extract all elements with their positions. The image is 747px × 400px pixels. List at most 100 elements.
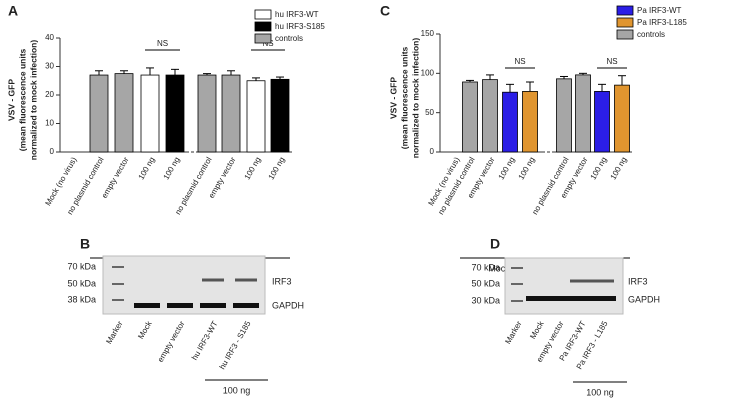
legend-swatch (616, 29, 634, 40)
marker-label: 70 kDa (471, 262, 500, 272)
x-tick-label: 100 ng (162, 156, 182, 182)
bar (614, 84, 630, 153)
marker-band (511, 300, 523, 302)
legend-label: hu IRF3-WT (275, 10, 319, 19)
bar (165, 74, 185, 153)
bar (522, 91, 538, 153)
band-label: GAPDH (272, 300, 304, 310)
irf3-band (235, 278, 257, 282)
band-label: IRF3 (272, 276, 292, 286)
y-axis-label: (mean fluorescence units (17, 48, 27, 151)
y-tick-label: 20 (45, 90, 54, 99)
bar (556, 78, 572, 153)
group-label: 100 ng (586, 387, 614, 397)
y-axis-label: VSV - GFP (6, 79, 16, 121)
x-tick-label: 100 ng (137, 156, 157, 182)
marker-band (112, 266, 124, 268)
x-tick-label: empty vector (100, 155, 131, 199)
gapdh-band (233, 303, 259, 308)
bar (502, 91, 518, 153)
marker-label: 50 kDa (67, 278, 96, 288)
legend-swatch (616, 5, 634, 16)
gapdh-band (200, 303, 226, 308)
legend-swatch (616, 17, 634, 28)
y-axis-label: (mean fluorescence units (399, 46, 409, 149)
marker-band (112, 283, 124, 285)
legend-label: controls (637, 30, 665, 39)
error-bar (579, 72, 587, 75)
bar (482, 79, 498, 153)
annotation: NS (262, 39, 273, 48)
panel-label: C (380, 3, 390, 19)
error-bar (227, 70, 235, 76)
band-label: GAPDH (628, 294, 660, 304)
legend-label: Pa IRF3-WT (637, 6, 682, 15)
group-label: 100 ng (223, 385, 251, 395)
group-label: Mock (488, 263, 510, 273)
bar (114, 73, 134, 153)
error-bar (506, 83, 514, 93)
bar (197, 74, 217, 153)
legend-swatch (254, 21, 272, 32)
error-bar (598, 83, 606, 92)
bar (221, 74, 241, 153)
legend-label: Pa IRF3-L185 (637, 18, 687, 27)
y-tick-label: 100 (421, 68, 435, 77)
marker-band (511, 283, 523, 285)
y-tick-label: 10 (45, 119, 54, 128)
gapdh-band (134, 303, 160, 308)
error-bar (526, 81, 534, 92)
irf3-band (570, 279, 592, 283)
annotation: NS (514, 57, 525, 66)
annotation: NS (606, 57, 617, 66)
panel-label: A (8, 3, 18, 19)
marker-label: 30 kDa (471, 295, 500, 305)
gapdh-band (167, 303, 193, 308)
lane-label: Mock (136, 319, 154, 341)
x-tick-label: 100 ng (497, 156, 517, 182)
marker-label: 38 kDa (67, 294, 96, 304)
annotation: NS (157, 39, 168, 48)
y-tick-label: 50 (425, 108, 434, 117)
y-tick-label: 150 (421, 29, 435, 38)
bar (246, 80, 266, 153)
legend-label: hu IRF3-S185 (275, 22, 325, 31)
y-axis-label: VSV - GFP (388, 77, 398, 119)
x-tick-label: 100 ng (517, 156, 537, 182)
error-bar (120, 70, 128, 74)
bar (462, 81, 478, 153)
bar (140, 74, 160, 153)
lane-label: Mock (528, 319, 546, 341)
legend-swatch (254, 9, 272, 20)
error-bar (618, 75, 626, 86)
gapdh-band (568, 296, 594, 301)
bar (575, 74, 591, 153)
x-tick-label: 100 ng (609, 156, 629, 182)
error-bar (146, 67, 154, 76)
y-axis-label: normalized to mock infection) (410, 38, 420, 159)
y-tick-label: 40 (45, 33, 54, 42)
bar (270, 78, 290, 153)
panel-label: D (490, 236, 500, 252)
marker-band (112, 299, 124, 301)
legend-label: controls (275, 34, 303, 43)
bar (594, 91, 610, 153)
panel-label: B (80, 236, 90, 252)
x-tick-label: 100 ng (243, 156, 263, 182)
lane-label: Marker (104, 319, 124, 345)
x-tick-label: 100 ng (267, 156, 287, 182)
marker-label: 70 kDa (67, 261, 96, 271)
bar (89, 74, 109, 153)
gapdh-band (546, 296, 572, 301)
irf3-band (592, 279, 614, 283)
marker-band (511, 267, 523, 269)
y-tick-label: 0 (430, 147, 435, 156)
lane-label: hu IRF3-WT (190, 319, 220, 361)
band-label: IRF3 (628, 276, 648, 286)
error-bar (203, 73, 211, 76)
lane-label: hu IRF3 - S185 (218, 319, 253, 371)
lane-label: Marker (503, 319, 523, 345)
error-bar (560, 75, 568, 79)
lane-label: empty vector (156, 319, 187, 363)
